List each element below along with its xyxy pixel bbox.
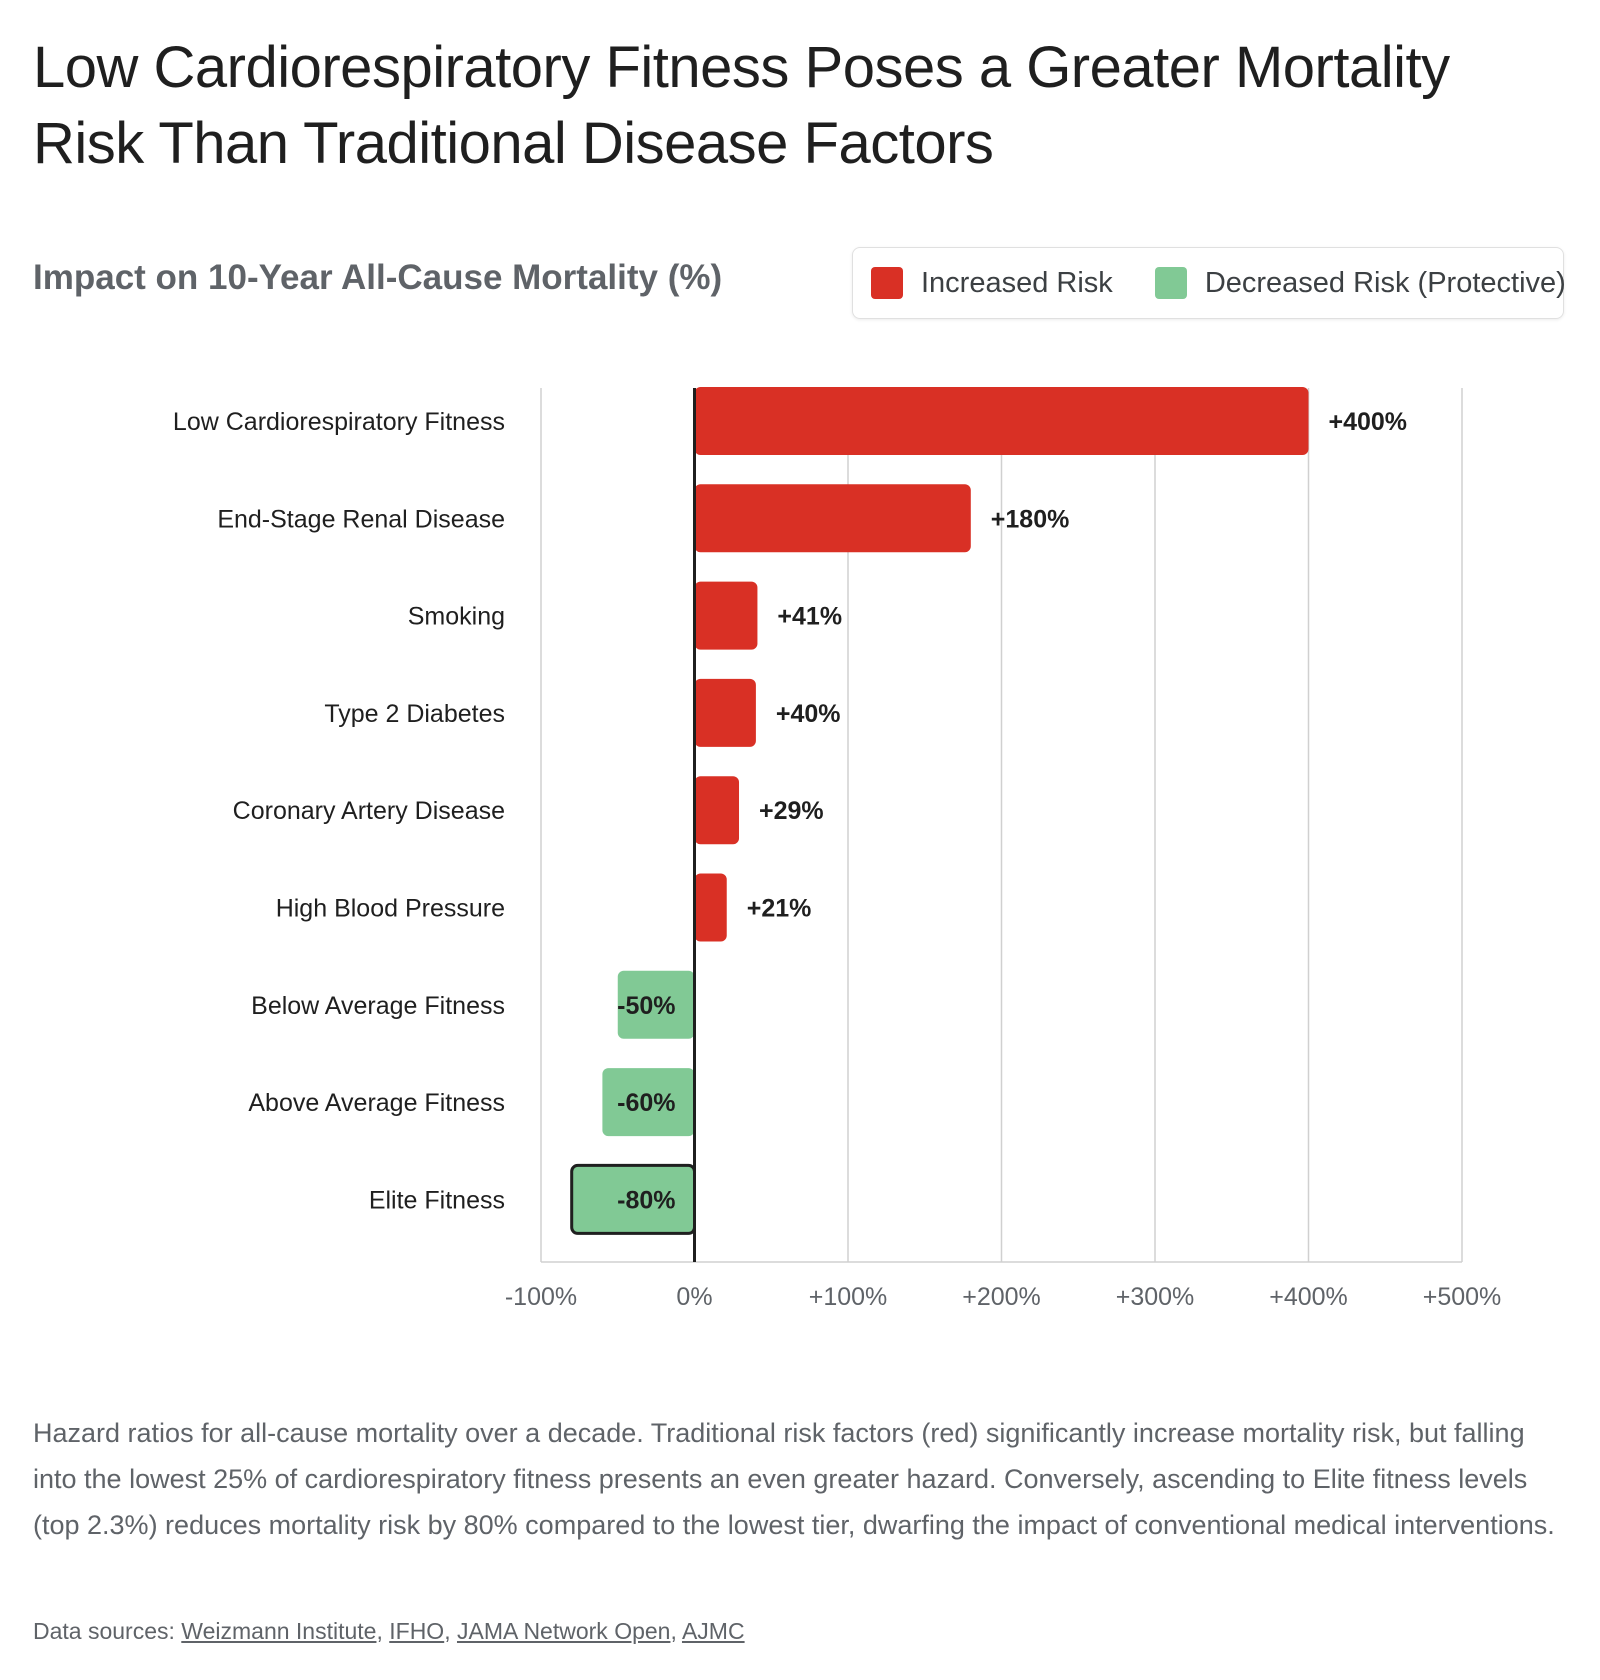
chart-caption: Hazard ratios for all-cause mortality ov… [33,1418,1555,1540]
value-label: -60% [617,1089,675,1117]
bar[interactable] [602,1068,695,1137]
source-link[interactable]: IFHO [389,1618,445,1644]
legend-label-decreased: Decreased Risk (Protective) [1204,266,1566,299]
value-label: +180% [991,505,1070,533]
x-tick-label: +100% [809,1283,888,1311]
source-links: Weizmann Institute, IFHO, JAMA Network O… [181,1618,744,1644]
sources-prefix: Data sources: [33,1618,182,1644]
category-label: Above Average Fitness [248,1089,505,1117]
bar[interactable] [694,484,971,553]
category-label: Elite Fitness [369,1186,505,1214]
value-label: +29% [759,797,824,825]
x-tick-label: 0% [676,1283,712,1311]
source-separator: , [376,1618,390,1644]
bar[interactable] [617,970,695,1039]
value-label: -50% [617,992,675,1020]
source-link[interactable]: Weizmann Institute [181,1618,377,1644]
x-tick-label: +500% [1423,1283,1502,1311]
value-label: -80% [617,1186,675,1214]
legend-item-increased[interactable]: Increased Risk [871,267,1113,300]
value-label: +400% [1329,408,1408,436]
source-link[interactable]: AJMC [681,1618,745,1644]
x-tick-label: +300% [1116,1283,1195,1311]
bar[interactable] [694,678,756,747]
source-separator: , [444,1618,457,1644]
category-label: High Blood Pressure [276,895,505,923]
chart-title: Low Cardiorespiratory Fitness Poses a Gr… [33,35,1450,176]
legend-label-increased: Increased Risk [921,266,1113,299]
source-separator: , [670,1618,682,1644]
bar-chart: -100% 0% +100% +200% +300% +400% +500% Low Card… [173,387,1502,1311]
legend-swatch-increased [871,267,903,299]
x-tick-label: +400% [1269,1283,1348,1311]
legend-item-decreased[interactable]: Decreased Risk (Protective) [1154,266,1566,300]
chart-subtitle: Impact on 10-Year All-Cause Mortality (%… [33,258,723,297]
value-label: +21% [747,895,812,923]
category-label: Low Cardiorespiratory Fitness [173,408,505,436]
category-label: Below Average Fitness [251,992,505,1020]
bar[interactable] [694,776,740,845]
bar[interactable] [694,387,1309,455]
category-label: End-Stage Renal Disease [217,505,505,533]
legend: Increased Risk Decreased Risk (Protectiv… [852,247,1566,319]
legend-swatch-decreased [1154,267,1187,299]
category-label: Coronary Artery Disease [233,797,505,825]
data-sources: Data sources: Weizmann Institute, IFHO, … [33,1618,745,1645]
category-label: Smoking [408,603,505,631]
value-label: +40% [776,700,841,728]
bar[interactable] [694,873,727,942]
x-tick-label: -100% [505,1283,577,1311]
category-label: Type 2 Diabetes [324,700,505,728]
x-tick-label: +200% [962,1283,1041,1311]
source-link[interactable]: JAMA Network Open [456,1618,671,1644]
value-label: +41% [777,603,842,631]
bar[interactable] [694,581,758,650]
